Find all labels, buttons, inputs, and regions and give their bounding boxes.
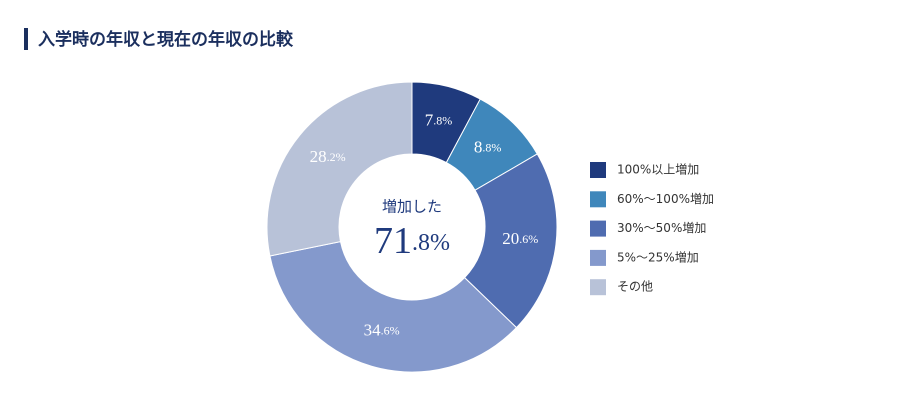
data-label: 7.8% bbox=[425, 110, 453, 129]
donut-slice bbox=[266, 81, 413, 257]
center-value: 71.8% bbox=[374, 220, 450, 262]
donut-slice bbox=[463, 153, 558, 329]
data-label: 28.2% bbox=[310, 147, 346, 166]
legend-swatch bbox=[590, 249, 606, 266]
legend-label: その他 bbox=[617, 280, 653, 294]
data-label: 8.8% bbox=[474, 137, 502, 156]
legend-label: 5%～25%増加 bbox=[617, 250, 699, 264]
legend-swatch bbox=[590, 220, 606, 237]
center-title: 増加した bbox=[382, 198, 442, 215]
legend-swatch bbox=[590, 279, 606, 296]
legend-swatch bbox=[590, 191, 606, 208]
data-label: 20.6% bbox=[502, 229, 538, 248]
data-label: 34.6% bbox=[364, 321, 400, 340]
legend-label: 30%～50%増加 bbox=[617, 221, 706, 235]
legend-label: 100%以上増加 bbox=[617, 163, 699, 177]
legend-label: 60%～100%増加 bbox=[617, 192, 714, 206]
legend-swatch bbox=[590, 162, 606, 178]
donut-slice bbox=[269, 240, 518, 373]
chart-title: 入学時の年収と現在の年収の比較 bbox=[38, 29, 294, 50]
title-accent bbox=[24, 28, 28, 50]
